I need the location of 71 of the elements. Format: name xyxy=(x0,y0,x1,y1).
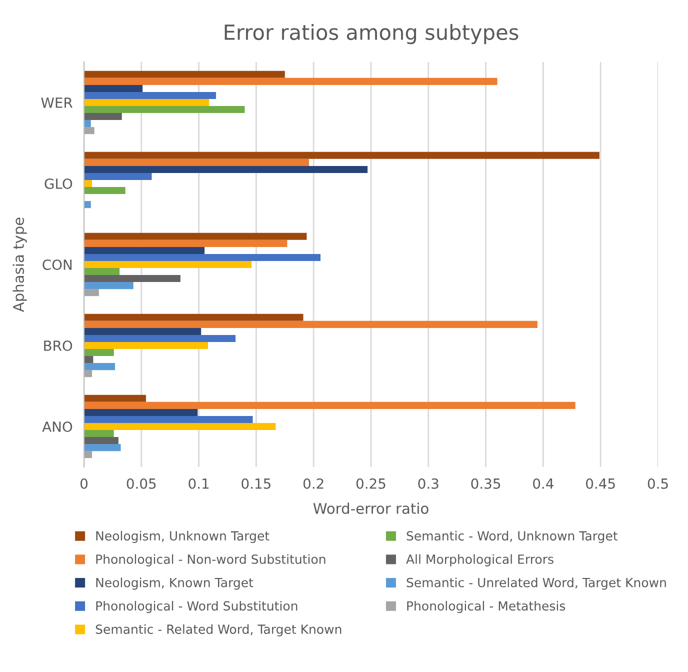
bar xyxy=(84,437,118,444)
bar xyxy=(84,113,122,120)
bar xyxy=(84,363,115,370)
bar xyxy=(84,172,152,180)
x-axis-title: Word-error ratio xyxy=(313,502,428,514)
legend-label: Phonological - Word Substitution xyxy=(96,600,298,614)
bar xyxy=(84,422,276,430)
bar xyxy=(84,356,94,364)
y-tick-label: CON xyxy=(42,259,72,270)
x-tick-label: 0.35 xyxy=(471,478,500,489)
bar xyxy=(84,342,208,350)
bar xyxy=(84,260,252,268)
bar xyxy=(84,402,576,409)
legend-label: Neologism, Known Target xyxy=(96,578,254,590)
bar xyxy=(84,254,320,261)
bar xyxy=(84,349,114,356)
bar xyxy=(84,275,180,282)
y-axis-title: Aphasia type xyxy=(12,218,27,312)
bar xyxy=(84,106,245,114)
bar xyxy=(84,240,288,247)
bar xyxy=(84,127,94,134)
legend-label: All Morphological Errors xyxy=(406,554,554,566)
bar xyxy=(84,451,92,458)
y-tick-label: WER xyxy=(41,98,72,108)
bar xyxy=(84,70,285,78)
x-tick-label: 0 xyxy=(80,478,88,489)
y-tick-label: BRO xyxy=(44,340,72,351)
x-tick-label: 0.05 xyxy=(126,478,156,489)
legend-label: Semantic - Unrelated Word, Target Known xyxy=(406,578,666,590)
x-tick-label: 0.2 xyxy=(303,478,324,489)
bar xyxy=(84,78,498,85)
bar xyxy=(84,268,120,276)
bar xyxy=(84,201,91,208)
bar xyxy=(84,314,304,321)
x-tick-label: 0.15 xyxy=(242,478,270,489)
chart-title: Error ratios among subtypes xyxy=(224,24,518,44)
x-tick-label: 0.25 xyxy=(356,478,386,489)
y-tick-label: ANO xyxy=(42,421,72,432)
x-tick-label: 0.45 xyxy=(586,478,615,489)
bar xyxy=(84,444,121,452)
legend-label: Phonological - Metathesis xyxy=(407,600,566,614)
bar xyxy=(84,187,126,194)
bar xyxy=(84,430,114,438)
y-tick-label: GLO xyxy=(44,178,72,189)
bar xyxy=(84,152,600,159)
bar xyxy=(84,394,146,402)
legend-label: Semantic - Word, Unknown Target xyxy=(406,530,618,543)
bar xyxy=(84,166,368,173)
legend-label: Semantic - Related Word, Target Known xyxy=(96,624,342,636)
bar xyxy=(84,370,92,378)
legend-label: Neologism, Unknown Target xyxy=(96,530,270,543)
legend-label: Phonological - Non-word Substitution xyxy=(96,554,326,566)
bar xyxy=(84,282,134,290)
bar xyxy=(84,84,143,92)
bar xyxy=(84,92,216,99)
bar xyxy=(84,158,310,166)
x-tick-label: 0.4 xyxy=(533,478,554,489)
bar xyxy=(84,120,91,128)
bar xyxy=(84,328,202,335)
x-tick-label: 0.5 xyxy=(648,478,668,489)
bar xyxy=(84,246,205,254)
x-tick-label: 0.1 xyxy=(188,478,209,489)
bar xyxy=(84,289,99,296)
bar xyxy=(84,180,92,188)
bar xyxy=(84,416,253,423)
bar xyxy=(84,408,198,416)
bar xyxy=(84,98,210,106)
bar xyxy=(84,334,236,342)
x-tick-label: 0.3 xyxy=(418,478,438,489)
bar xyxy=(84,320,538,328)
bar xyxy=(84,232,307,240)
